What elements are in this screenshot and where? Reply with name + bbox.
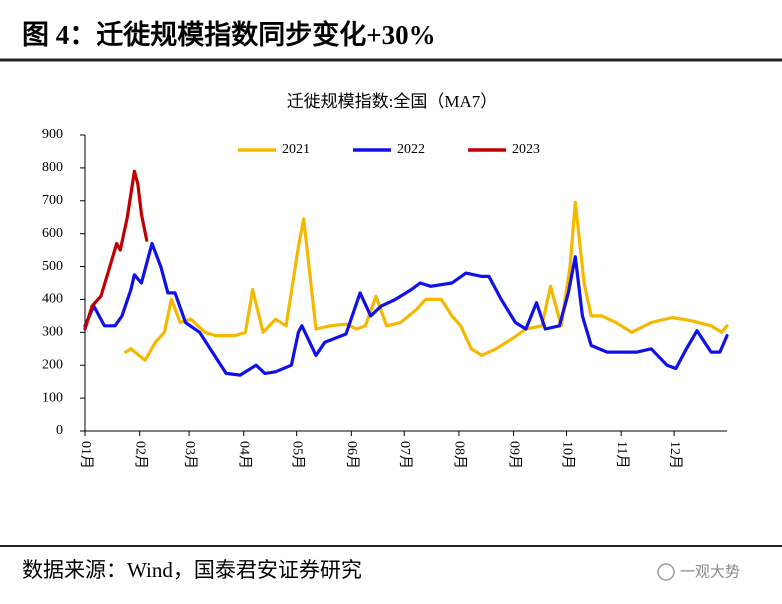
y-tick-label: 800: [42, 160, 63, 175]
x-tick-label: 11月: [614, 441, 630, 468]
x-tick-label: 12月: [667, 441, 683, 469]
x-tick-label: 07月: [397, 441, 413, 469]
y-tick-label: 600: [42, 226, 63, 241]
x-tick-label: 01月: [78, 441, 94, 469]
y-tick-label: 0: [56, 423, 63, 438]
y-tick-label: 200: [42, 357, 63, 372]
source-note: 数据来源：Wind，国泰君安证券研究: [22, 558, 362, 582]
x-tick-label: 08月: [452, 441, 468, 469]
x-tick-label: 04月: [237, 441, 253, 469]
y-tick-label: 100: [42, 390, 63, 405]
line-series: [83, 241, 729, 377]
y-tick-label: 500: [42, 259, 63, 274]
x-tick-label: 09月: [506, 441, 522, 469]
y-tick-label: 300: [42, 325, 63, 340]
y-tick-label: 400: [42, 292, 63, 307]
chart-title: 迁徙规模指数:全国（MA7）: [287, 92, 498, 111]
legend-label: 2022: [397, 142, 425, 157]
watermark: 一观大势: [680, 563, 740, 581]
line-series: [123, 200, 729, 362]
x-tick-label: 10月: [559, 441, 575, 469]
x-tick-label: 02月: [132, 441, 148, 469]
x-tick-label: 06月: [344, 441, 360, 469]
y-tick-label: 700: [42, 193, 63, 208]
x-tick-label: 05月: [289, 441, 305, 469]
line-series: [83, 169, 149, 331]
watermark-icon: [657, 563, 675, 581]
figure-title: 图 4：迁徙规模指数同步变化+30%: [22, 19, 436, 50]
y-tick-label: 900: [42, 127, 63, 142]
legend-label: 2023: [512, 142, 540, 157]
legend-label: 2021: [282, 142, 310, 157]
x-tick-label: 03月: [182, 441, 198, 469]
